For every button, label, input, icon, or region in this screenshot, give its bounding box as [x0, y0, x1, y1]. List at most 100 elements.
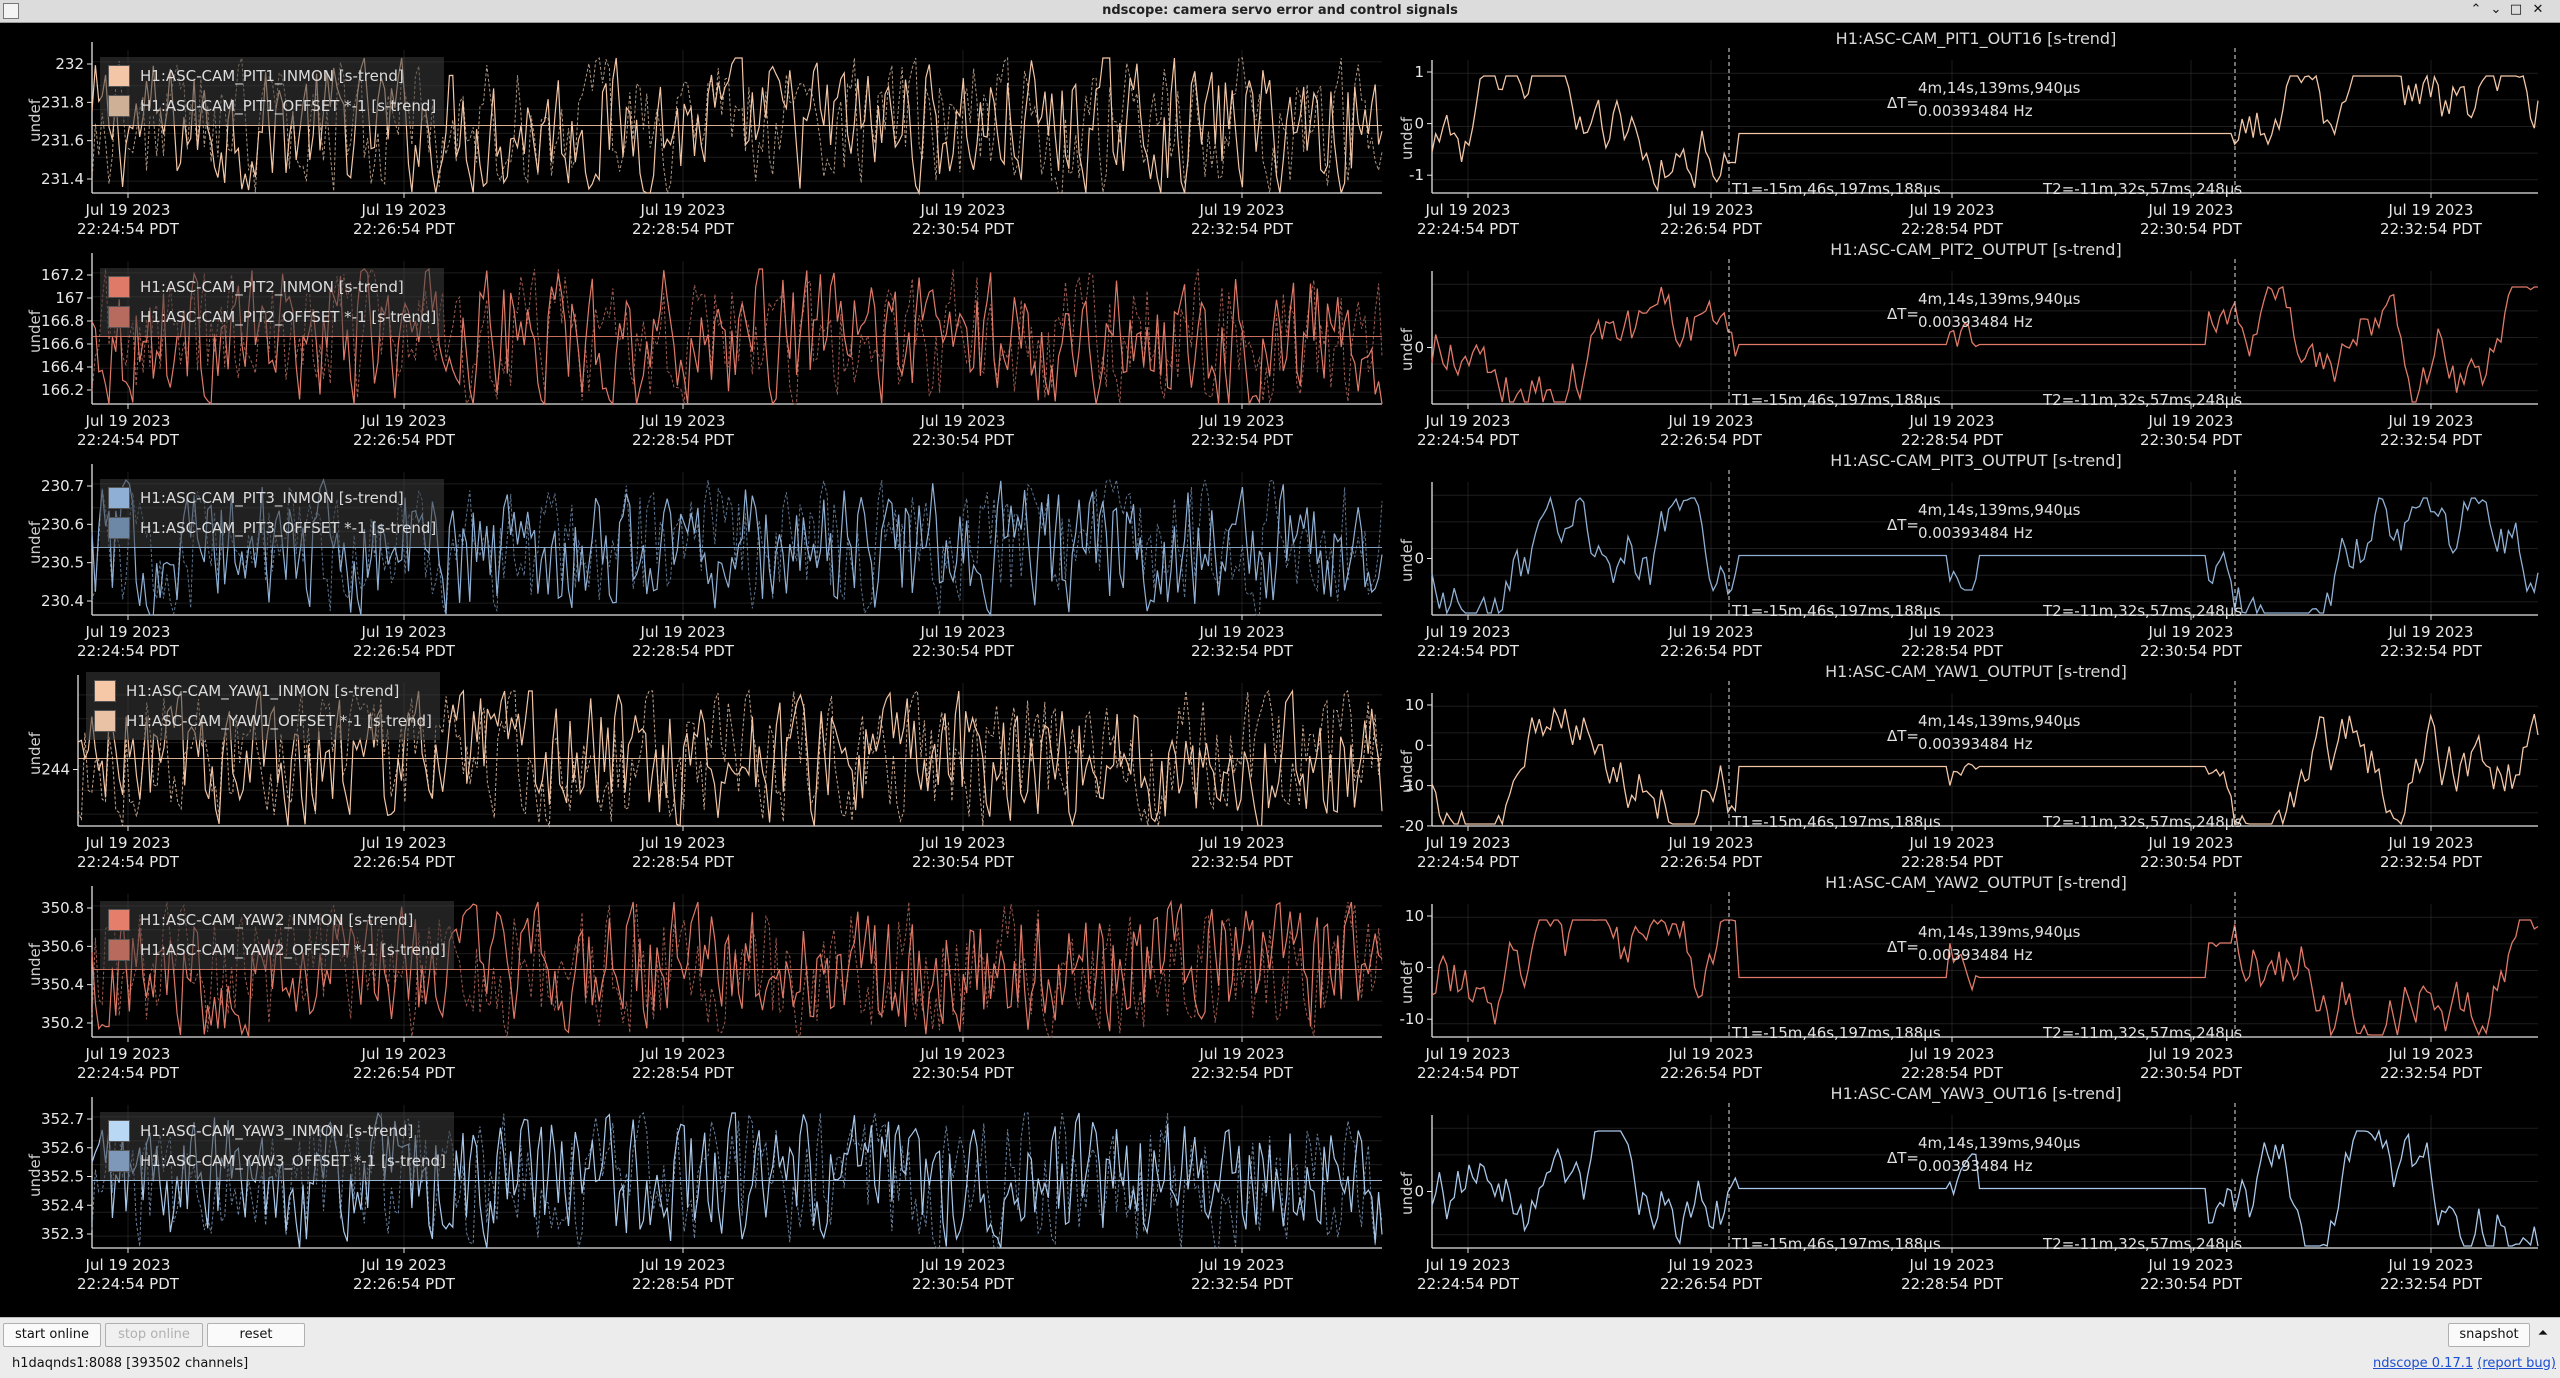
x-tick-date-label: Jul 19 2023 — [640, 1256, 726, 1274]
x-tick-time-label: 22:26:54 PDT — [1660, 431, 1763, 449]
output-plot-pit2_out[interactable]: 0 Jul 19 2023 22:24:54 PDT Jul 19 2023 22:26… — [1392, 234, 2560, 449]
output-plot-pit1_out[interactable]: 1 0 -1 Jul 19 2023 22:24:54 PDT Jul 19 2023 22… — [1392, 23, 2560, 238]
reset-button[interactable]: reset — [207, 1323, 305, 1347]
output-plot-yaw3_out[interactable]: 0 Jul 19 2023 22:24:54 PDT Jul 19 2023 22:26… — [1392, 1078, 2560, 1293]
minimize-icon[interactable]: ⌄ — [2490, 2, 2502, 17]
version-link[interactable]: ndscope 0.17.1 — [2373, 1356, 2474, 1371]
x-tick-time-label: 22:32:54 PDT — [1191, 853, 1294, 871]
y-axis-label: undef — [26, 942, 44, 986]
chevron-up-icon[interactable]: ⏶ — [2537, 1326, 2549, 1341]
plot-title: H1:ASC-CAM_YAW3_OUT16 [s-trend] — [1830, 1084, 2122, 1103]
x-tick-date-label: Jul 19 2023 — [920, 834, 1006, 852]
x-tick-date-label: Jul 19 2023 — [1909, 623, 1995, 641]
delta-t-readout: 4m,14s,139ms,940μs 0.00393484 Hz — [1918, 710, 2080, 756]
close-icon[interactable]: ✕ — [2532, 2, 2544, 17]
maximize-icon[interactable]: □ — [2509, 2, 2523, 17]
y-tick-label: 231.6 — [41, 132, 84, 150]
time-series-plot-pit1[interactable]: 232 231.8 231.6 231.4 Jul 19 2023 22:24:54 PD… — [0, 23, 1390, 238]
plot-grid[interactable]: 232 231.8 231.6 231.4 Jul 19 2023 22:24:54 PD… — [0, 23, 2560, 1317]
y-tick-label: -20 — [1400, 817, 1425, 835]
stop-online-label: stop online — [118, 1327, 190, 1342]
legend-entry[interactable]: H1:ASC-CAM_PIT1_OFFSET *-1 [s-trend] — [108, 91, 436, 121]
x-tick-time-label: 22:26:54 PDT — [353, 431, 456, 449]
plot-legend[interactable]: H1:ASC-CAM_YAW2_INMON [s-trend] H1:ASC-CA… — [100, 901, 454, 969]
delta-t-readout: 4m,14s,139ms,940μs 0.00393484 Hz — [1918, 921, 2080, 967]
y-tick-label: 0 — [1414, 1183, 1424, 1201]
x-tick-date-label: Jul 19 2023 — [85, 1045, 171, 1063]
time-series-plot-pit2[interactable]: 167.2 167 166.8 166.6 166.4 166.2 Jul 19 2023 2… — [0, 234, 1390, 449]
output-trace — [1431, 1128, 2539, 1247]
y-axis-label: undef — [26, 731, 44, 775]
start-online-button[interactable]: start online — [3, 1323, 101, 1347]
x-tick-time-label: 22:32:54 PDT — [2380, 431, 2483, 449]
x-tick-date-label: Jul 19 2023 — [1199, 201, 1285, 219]
x-tick-time-label: 22:24:54 PDT — [77, 431, 180, 449]
legend-entry[interactable]: H1:ASC-CAM_YAW2_OFFSET *-1 [s-trend] — [108, 935, 446, 965]
output-plot-pit3_out[interactable]: 0 Jul 19 2023 22:24:54 PDT Jul 19 2023 22:26… — [1392, 445, 2560, 660]
time-series-plot-pit3[interactable]: 230.7 230.6 230.5 230.4 Jul 19 2023 22:24:54 … — [0, 445, 1390, 660]
report-bug-link[interactable]: (report bug) — [2477, 1356, 2556, 1371]
plot-title: H1:ASC-CAM_YAW1_OUTPUT [s-trend] — [1825, 662, 2127, 681]
x-tick-date-label: Jul 19 2023 — [1425, 834, 1511, 852]
time-series-plot-yaw2[interactable]: 350.8 350.6 350.4 350.2 Jul 19 2023 22:24:54 … — [0, 867, 1390, 1082]
legend-entry[interactable]: H1:ASC-CAM_PIT1_INMON [s-trend] — [108, 61, 436, 91]
legend-entry[interactable]: H1:ASC-CAM_YAW1_OFFSET *-1 [s-trend] — [94, 706, 432, 736]
legend-entry[interactable]: H1:ASC-CAM_PIT3_INMON [s-trend] — [108, 483, 436, 513]
snapshot-button[interactable]: snapshot — [2448, 1323, 2530, 1347]
plot-legend[interactable]: H1:ASC-CAM_YAW1_INMON [s-trend] H1:ASC-CA… — [86, 672, 440, 740]
legend-entry[interactable]: H1:ASC-CAM_YAW2_INMON [s-trend] — [108, 905, 446, 935]
x-tick-time-label: 22:24:54 PDT — [1417, 1275, 1520, 1293]
delta-t-label: ΔT= — [1887, 94, 1919, 112]
x-tick-time-label: 22:28:54 PDT — [1901, 1275, 2004, 1293]
shade-icon[interactable]: ⌃ — [2470, 2, 2482, 17]
x-tick-date-label: Jul 19 2023 — [1668, 1045, 1754, 1063]
output-plot-yaw1_out[interactable]: 10 0 -10 -20 Jul 19 2023 22:24:54 PDT Jul 19 2… — [1392, 656, 2560, 871]
x-tick-date-label: Jul 19 2023 — [1909, 201, 1995, 219]
t2-cursor-label: T2=-11m,32s,57ms,248μs — [2043, 1024, 2243, 1042]
legend-swatch — [94, 710, 116, 732]
t1-cursor-label: T1=-15m,46s,197ms,188μs — [1732, 391, 1941, 409]
offset-trace — [91, 56, 1383, 194]
legend-entry[interactable]: H1:ASC-CAM_PIT3_OFFSET *-1 [s-trend] — [108, 513, 436, 543]
stop-online-button[interactable]: stop online — [105, 1323, 203, 1347]
x-tick-time-label: 22:30:54 PDT — [2140, 853, 2243, 871]
x-tick-time-label: 22:32:54 PDT — [1191, 220, 1294, 238]
time-series-plot-yaw1[interactable]: 244 Jul 19 2023 22:24:54 PDT Jul 19 2023 22:… — [0, 656, 1390, 871]
plot-legend[interactable]: H1:ASC-CAM_PIT2_INMON [s-trend] H1:ASC-CA… — [100, 268, 445, 336]
legend-entry[interactable]: H1:ASC-CAM_PIT2_OFFSET *-1 [s-trend] — [108, 302, 436, 332]
y-tick-label: 0 — [1414, 339, 1424, 357]
legend-label: H1:ASC-CAM_YAW3_OFFSET *-1 [s-trend] — [140, 1152, 446, 1170]
legend-entry[interactable]: H1:ASC-CAM_YAW3_INMON [s-trend] — [108, 1116, 446, 1146]
time-series-plot-yaw3[interactable]: 352.7 352.6 352.5 352.4 352.3 Jul 19 2023 22:2… — [0, 1078, 1390, 1293]
x-tick-time-label: 22:24:54 PDT — [77, 1275, 180, 1293]
legend-entry[interactable]: H1:ASC-CAM_YAW1_INMON [s-trend] — [94, 676, 432, 706]
plot-legend[interactable]: H1:ASC-CAM_PIT1_INMON [s-trend] H1:ASC-CA… — [100, 57, 445, 125]
legend-label: H1:ASC-CAM_YAW3_INMON [s-trend] — [140, 1122, 414, 1140]
x-tick-time-label: 22:28:54 PDT — [1901, 853, 2004, 871]
x-tick-date-label: Jul 19 2023 — [2148, 201, 2234, 219]
x-tick-date-label: Jul 19 2023 — [2388, 1045, 2474, 1063]
legend-swatch — [108, 909, 130, 931]
y-axis-label: undef — [1398, 1171, 1416, 1215]
y-tick-label: 352.4 — [41, 1196, 84, 1214]
y-tick-label: 0 — [1414, 959, 1424, 977]
plot-legend[interactable]: H1:ASC-CAM_YAW3_INMON [s-trend] H1:ASC-CA… — [100, 1112, 454, 1180]
y-axis-label: undef — [1398, 960, 1416, 1004]
legend-entry[interactable]: H1:ASC-CAM_PIT2_INMON [s-trend] — [108, 272, 436, 302]
legend-entry[interactable]: H1:ASC-CAM_YAW3_OFFSET *-1 [s-trend] — [108, 1146, 446, 1176]
output-plot-yaw2_out[interactable]: 10 0 -10 Jul 19 2023 22:24:54 PDT Jul 19 2023… — [1392, 867, 2560, 1082]
plot-legend[interactable]: H1:ASC-CAM_PIT3_INMON [s-trend] H1:ASC-CA… — [100, 479, 445, 547]
x-tick-date-label: Jul 19 2023 — [920, 623, 1006, 641]
